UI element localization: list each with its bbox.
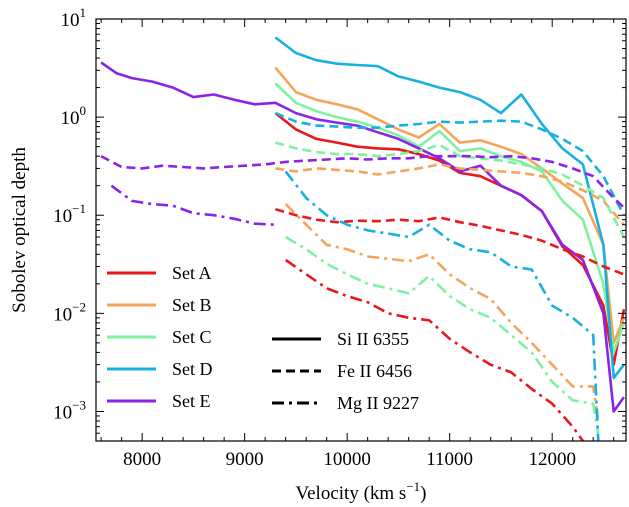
y-axis-label: Sobolev optical depth: [9, 147, 30, 313]
x-tick-label: 9000: [226, 449, 264, 470]
legend-label-si-ii-6355: Si II 6355: [337, 329, 409, 349]
x-tick-label: 8000: [123, 449, 161, 470]
legend-label-set-e: Set E: [172, 391, 211, 411]
series-line-set-c-fe-ii-6456: [275, 141, 626, 238]
legend-label-set-c: Set C: [172, 327, 212, 347]
legend-label-set-b: Set B: [172, 295, 212, 315]
legend: Set A Set B Set C Set D Set E Si II 6355 Fe II…: [107, 263, 419, 413]
series-group: [100, 36, 626, 441]
series-line-set-e-mg-ii-9227: [110, 184, 276, 226]
x-axis-label: Velocity (km s−1): [296, 479, 427, 504]
series-line-set-b-mg-ii-9227: [284, 203, 600, 422]
x-tick-label: 11000: [426, 449, 473, 470]
x-axis-label-exponent: −1: [406, 479, 420, 494]
legend-label-set-a: Set A: [172, 263, 212, 283]
series-line-set-e-fe-ii-6456: [100, 154, 625, 209]
legend-label-fe-ii-6456: Fe II 6456: [337, 361, 412, 381]
series-line-set-d-si-ii-6355: [274, 36, 625, 380]
y-tick-label: 100: [61, 103, 87, 129]
y-tick-label: 10−3: [53, 397, 86, 423]
series-line-set-c-si-ii-6355: [274, 82, 626, 354]
y-tick-label: 101: [61, 5, 87, 31]
series-line-set-a-fe-ii-6456: [275, 208, 625, 276]
x-axis-label-end: ): [420, 483, 426, 504]
y-tick-label: 10−2: [53, 299, 86, 325]
series-line-set-d-fe-ii-6456: [274, 111, 626, 216]
series-line-set-b-si-ii-6355: [274, 66, 626, 345]
y-tick-label: 10−1: [53, 201, 86, 227]
series-line-set-a-mg-ii-9227: [284, 258, 584, 441]
x-axis-label-main: Velocity (km s: [296, 483, 407, 504]
legend-label-set-d: Set D: [172, 359, 213, 379]
series-line-set-e-si-ii-6355: [100, 61, 625, 413]
tick-labels-group: 8000 9000 10000 11000 12000 10−3 10−2 10−1 100 10…: [53, 5, 576, 470]
series-line-set-d-mg-ii-9227: [284, 170, 600, 441]
series-line-set-c-mg-ii-9227: [285, 235, 600, 434]
legend-label-mg-ii-9227: Mg II 9227: [337, 393, 419, 413]
x-tick-label: 12000: [528, 449, 576, 470]
series-line-set-a-si-ii-6355: [274, 112, 626, 366]
ticks-group: [96, 18, 626, 442]
series-line-set-b-fe-ii-6456: [275, 163, 625, 226]
x-tick-label: 10000: [323, 449, 371, 470]
